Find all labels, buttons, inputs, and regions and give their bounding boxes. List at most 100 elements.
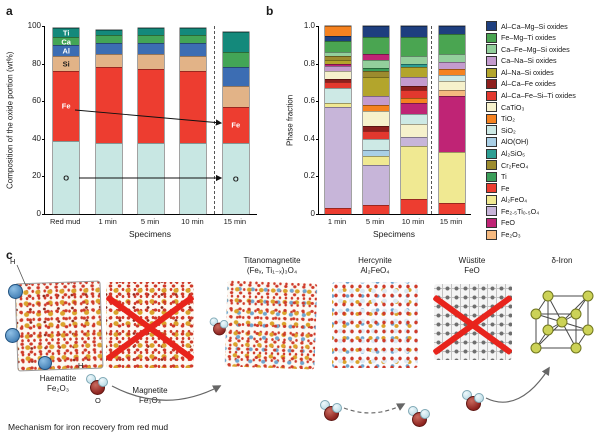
bar-segment <box>401 198 427 214</box>
red-cross-icon <box>428 278 518 366</box>
legend-label: FeO <box>501 218 515 228</box>
bar-segment <box>439 54 465 62</box>
bar-segment <box>137 27 164 36</box>
bcc-lattice-icon <box>530 290 594 354</box>
bar-segment <box>401 67 427 77</box>
bar-segment <box>137 142 164 214</box>
stacked-bar-red-mud: O Fe Si Al Ca Ti <box>53 27 80 214</box>
haematite-title: Haematite Fe₂O₃ <box>39 374 77 394</box>
bar-segment <box>325 59 351 64</box>
legend-label: Fe <box>501 183 510 193</box>
bar-segment <box>325 52 351 57</box>
water-molecule <box>320 400 342 421</box>
bar-segment <box>401 63 427 68</box>
reaction-arrow <box>485 366 550 403</box>
legend-label: TiO₂ <box>501 114 516 124</box>
bar-segment <box>401 86 427 90</box>
magnetite-title: Magnetite Fe₃O₄ <box>132 386 168 406</box>
bar-segment: Al <box>53 44 80 57</box>
hydrogen-atom <box>98 377 108 387</box>
bar-segment <box>325 88 351 104</box>
bar-segment <box>363 204 389 214</box>
legend-swatch <box>486 136 497 147</box>
legend-label: CaTiO₃ <box>501 102 525 112</box>
legend-swatch <box>486 183 497 194</box>
legend-label: Al–Ca–Mg–Si oxides <box>501 21 568 31</box>
bar-segment <box>401 37 427 57</box>
wustite-structure <box>434 284 512 360</box>
titanomagnetite-structure <box>224 280 318 370</box>
legend-swatch <box>486 79 497 90</box>
x-tick-label: 5 min <box>365 217 385 226</box>
bar-segment <box>363 71 389 77</box>
bar-segment <box>222 31 249 53</box>
panel-a-y-axis-title: Composition of the oxide portion (wt%) <box>5 51 15 189</box>
hydrogen-atom <box>332 403 342 413</box>
in-bar-element-label: Si <box>62 59 70 69</box>
bar-segment <box>137 54 164 70</box>
delta-iron-structure <box>528 284 596 367</box>
legend-swatch <box>486 55 497 66</box>
legend-swatch <box>486 194 497 205</box>
in-bar-element-label: Ti <box>62 28 70 38</box>
water-molecule <box>86 374 108 395</box>
legend-label: Al–Ca–Fe–Si–Ti oxides <box>501 91 576 101</box>
bar-segment <box>439 74 465 81</box>
bar-segment <box>439 151 465 203</box>
bar-segment <box>363 54 389 60</box>
bar-segment <box>363 105 389 111</box>
panel-b-yticks: 0 0.2 0.4 0.6 0.8 1.0 <box>293 22 320 218</box>
legend-label: Fe₂.₅Ti₀.₅O₄ <box>501 206 540 216</box>
bar-segment <box>222 67 249 87</box>
legend-item: Fe₂.₅Ti₀.₅O₄ <box>486 206 598 217</box>
bar-segment <box>401 97 427 104</box>
bar-segment <box>439 202 465 214</box>
y-tick-label: 1.0 <box>303 21 320 30</box>
water-molecule <box>462 390 484 411</box>
wustite-title: Wüstite FeO <box>458 256 486 276</box>
hydrogen-atom <box>474 393 484 403</box>
bar-segment <box>325 26 351 36</box>
legend-item: Ti <box>486 171 598 182</box>
bar-segment <box>325 35 351 42</box>
in-bar-element-label: Fe <box>231 120 241 130</box>
x-tick-label: 15 min <box>439 217 463 226</box>
x-tick-label: Red mud <box>49 217 81 226</box>
legend-swatch <box>486 125 497 136</box>
stacked-bar-5-min <box>363 26 389 214</box>
panel-a-x-axis-title: Specimens <box>128 229 172 239</box>
bar-segment: O <box>53 140 80 214</box>
hydrogen-atom <box>420 409 430 419</box>
legend-swatch <box>486 160 497 171</box>
bar-segment <box>325 71 351 79</box>
bar-segment <box>95 67 122 143</box>
legend-item: CaTiO₃ <box>486 102 598 113</box>
bar-segment: O <box>222 142 249 214</box>
legend-item: Cr₂FeO₄ <box>486 160 598 171</box>
bar-segment <box>363 37 389 55</box>
titanomagnetite-title: Titanomagnetite (Feₓ, Ti₁₋ₓ)₃O₄ <box>243 256 301 276</box>
bar-segment: Fe <box>222 106 249 143</box>
bar-segment <box>439 95 465 152</box>
bar-segment <box>325 106 351 209</box>
water-o-label: O <box>95 396 101 405</box>
legend-item: Al₂SiO₅ <box>486 148 598 159</box>
stacked-bar-10-min <box>180 27 207 214</box>
legend-item: Al–Ca–Fe oxides <box>486 79 598 90</box>
y-tick-label: 0.6 <box>303 96 320 106</box>
bar-segment <box>222 52 249 68</box>
hydrogen-atom-label: H <box>10 257 16 266</box>
x-tick-label: 5 min <box>140 217 160 226</box>
hercynite-title: Hercynite Al₂FeO₄ <box>358 256 392 276</box>
y-tick-label: 100 <box>27 21 46 30</box>
panel-a-label: a <box>6 4 13 18</box>
bar-segment <box>439 61 465 70</box>
legend-item: SiO₂ <box>486 125 598 136</box>
legend-label: Cr₂FeO₄ <box>501 160 529 170</box>
hydrogen-atom <box>5 328 20 343</box>
haematite-structure <box>14 280 104 372</box>
bar-segment <box>95 42 122 55</box>
bar-segment <box>401 90 427 98</box>
bar-segment <box>180 42 207 57</box>
